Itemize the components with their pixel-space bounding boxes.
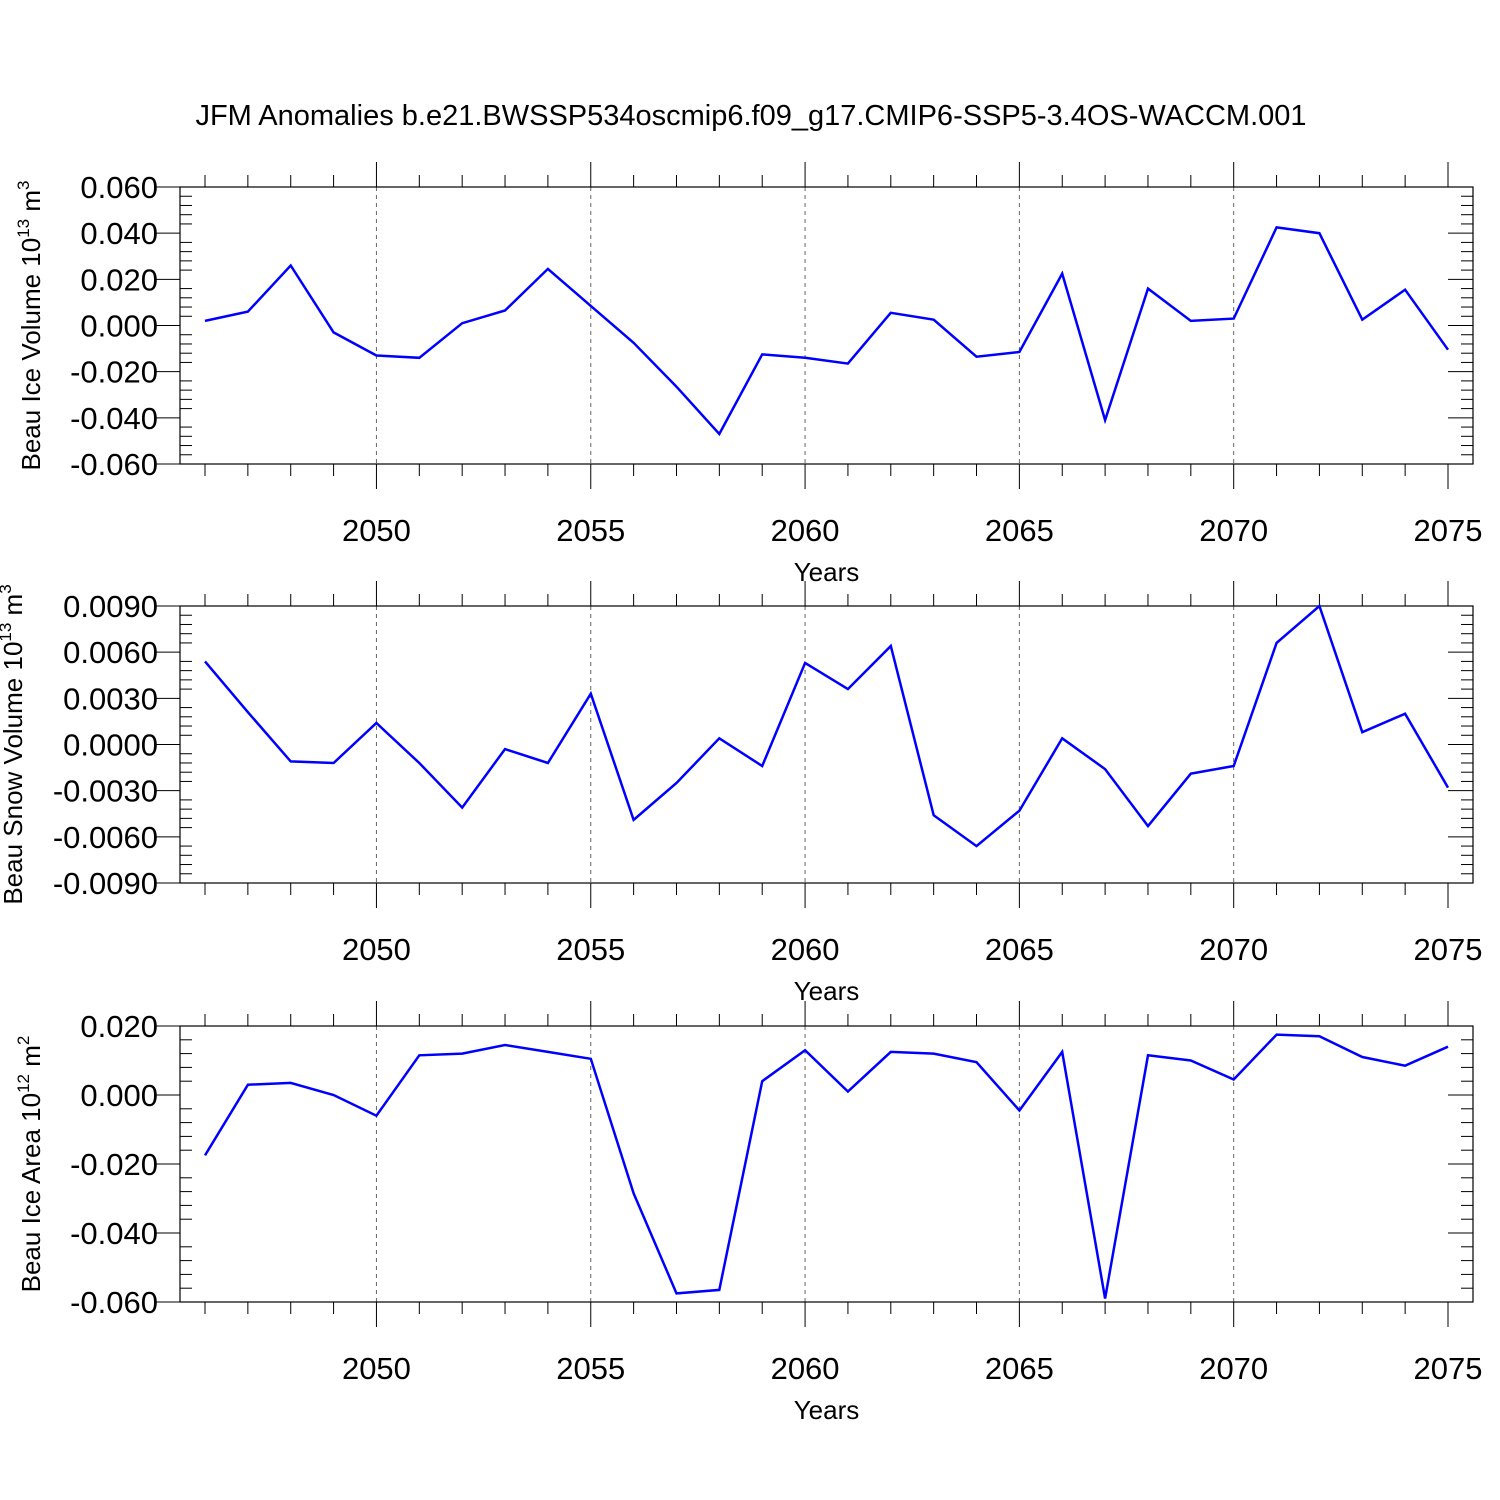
x-tick-label: 2065: [985, 513, 1054, 548]
y-axis-label-unit: m: [16, 190, 46, 219]
y-tick-label: -0.060: [70, 1285, 158, 1320]
x-tick-label: 2075: [1414, 513, 1483, 548]
y-tick-label: 0.0060: [63, 635, 158, 670]
y-tick-label: -0.060: [70, 447, 158, 482]
x-tick-label: 2070: [1199, 932, 1268, 967]
y-axis-label-text: Beau Ice Area 10: [16, 1093, 46, 1292]
y-tick-label: 0.000: [80, 1078, 158, 1113]
y-tick-label: -0.040: [70, 1216, 158, 1251]
y-axis-label-exponent: 12: [14, 1074, 33, 1093]
y-tick-label: -0.020: [70, 1147, 158, 1182]
series-line-beau-snow-volume: [204, 603, 1450, 848]
y-ticks: [155, 186, 1473, 465]
x-tick-label: 2055: [556, 932, 625, 967]
y-ticks: [155, 605, 1473, 884]
x-axis-label: Years: [794, 1395, 860, 1425]
x-tick-label: 2075: [1414, 932, 1483, 967]
y-tick-label: 0.000: [80, 309, 158, 344]
x-ticks: [204, 162, 1449, 489]
y-axis-label-unit-exponent: 2: [14, 1036, 33, 1045]
y-tick-label: 0.0030: [63, 681, 158, 716]
y-tick-label: -0.040: [70, 401, 158, 436]
y-tick-label: 0.040: [80, 216, 158, 251]
y-axis-label-exponent: 13: [14, 219, 33, 238]
x-tick-label: 2050: [342, 1351, 411, 1386]
y-axis-label-unit-exponent: 3: [0, 584, 15, 593]
plot-frame: [179, 1025, 1474, 1303]
x-tick-label: 2070: [1199, 1351, 1268, 1386]
panel-2: -0.0090 -0.0060 -0.0030 0.0000 0.0030 0.0060 0…: [0, 581, 1482, 1006]
y-axis-label-exponent: 13: [0, 623, 15, 642]
x-tick-label: 2060: [771, 1351, 840, 1386]
y-tick-label: 0.0000: [63, 728, 158, 763]
y-axis-label-unit-exponent: 3: [14, 181, 33, 190]
plot-frame: [179, 605, 1474, 884]
x-tick-label: 2070: [1199, 513, 1268, 548]
x-tick-label: 2060: [771, 932, 840, 967]
series-line-beau-ice-volume: [204, 226, 1450, 437]
y-axis-label-text: Beau Snow Volume 10: [0, 642, 28, 905]
x-axis-label: Years: [794, 976, 860, 1006]
y-tick-label: 0.0090: [63, 589, 158, 624]
x-tick-label: 2065: [985, 932, 1054, 967]
y-tick-label: 0.060: [80, 170, 158, 205]
y-ticks: [155, 1025, 1473, 1303]
y-axis-label: Beau Snow Volume 1013 m3: [0, 584, 28, 904]
x-tick-label: 2055: [556, 513, 625, 548]
y-tick-label: -0.0060: [53, 820, 158, 855]
y-axis-label-text: Beau Ice Volume 10: [16, 238, 46, 471]
y-tick-label: 0.020: [80, 262, 158, 297]
x-ticks: [204, 581, 1449, 908]
y-axis-label-unit: m: [16, 1045, 46, 1074]
x-tick-label: 2055: [556, 1351, 625, 1386]
x-tick-label: 2050: [342, 513, 411, 548]
series-line-beau-ice-area: [203, 1033, 1449, 1299]
x-tick-label: 2065: [985, 1351, 1054, 1386]
figure-title: JFM Anomalies b.e21.BWSSP534oscmip6.f09_…: [195, 100, 1306, 132]
y-tick-label: 0.020: [80, 1009, 158, 1044]
x-axis-label: Years: [794, 557, 860, 587]
x-tick-label: 2060: [771, 513, 840, 548]
y-axis-label: Beau Ice Volume 1013 m3: [14, 181, 46, 471]
y-tick-label: -0.0090: [53, 866, 158, 901]
x-ticks: [204, 1001, 1449, 1327]
panel-3: -0.060 -0.040 -0.020 0.000 0.020 2050 2055 2060…: [14, 1001, 1482, 1425]
y-tick-label: -0.020: [70, 355, 158, 390]
y-axis-label-unit: m: [0, 594, 28, 623]
x-tick-label: 2050: [342, 932, 411, 967]
panel-1: -0.060 -0.040 -0.020 0.000 0.020 0.040 0.060 20…: [14, 162, 1482, 587]
y-axis-label: Beau Ice Area 1012 m2: [14, 1036, 46, 1293]
x-tick-label: 2075: [1414, 1351, 1483, 1386]
y-tick-label: -0.0030: [53, 774, 158, 809]
